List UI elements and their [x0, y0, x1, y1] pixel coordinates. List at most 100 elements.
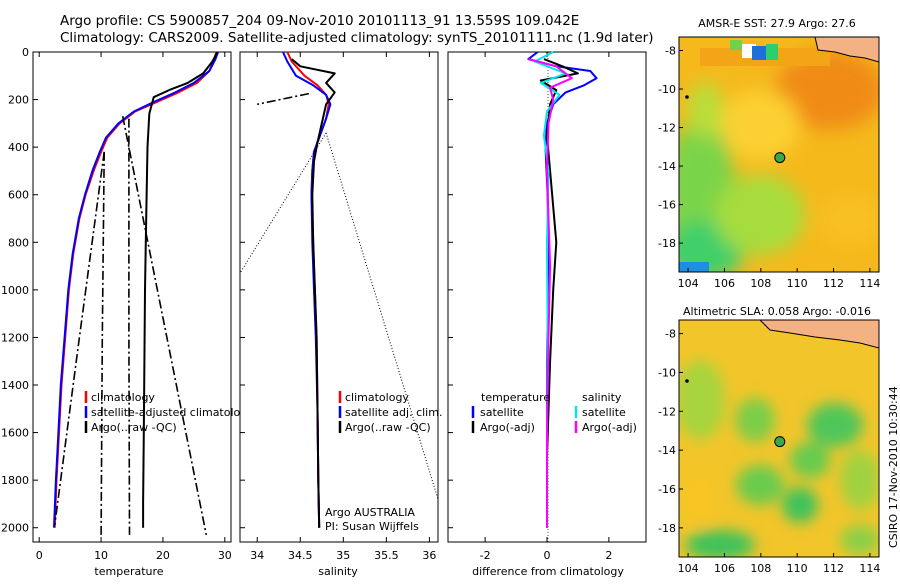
- salinity-legend: climatology satellite adj. clim. Argo(..…: [338, 391, 442, 434]
- difference-lines: [527, 51, 598, 528]
- sst-land-java: [814, 37, 879, 63]
- series-line-1: [53, 51, 219, 528]
- map-x-tick-label: 108: [750, 562, 771, 575]
- map-x-tick-label: 104: [678, 562, 699, 575]
- sst-blobs: [679, 50, 879, 272]
- difference-legend: temperature salinity satellite Argo(-adj…: [471, 391, 637, 434]
- map-y-tick-label: -18: [658, 522, 676, 535]
- temperature-lines: [53, 51, 219, 536]
- sst-island-marker: [685, 95, 689, 99]
- temperature-legend: climatology satellite-adjusted climatolo…: [84, 391, 254, 434]
- map-y-tick-label: -8: [665, 44, 676, 57]
- salinity-x-label: salinity: [318, 565, 358, 578]
- x-tick-label: 34.5: [288, 549, 313, 562]
- x-tick-label: 35: [336, 549, 350, 562]
- map-y-tick-label: -14: [658, 444, 676, 457]
- sst-map-ticks: 104 106 108 110 112 114 -8 -10 -12 -14 -16 -18: [658, 44, 880, 290]
- sla-map-title: Altimetric SLA: 0.058 Argo: -0.016: [683, 305, 871, 318]
- legend-sal-satellite-diff-label: satellite: [582, 406, 626, 419]
- float-program-label: Argo AUSTRALIA: [325, 506, 415, 519]
- map-y-tick-label: -12: [658, 122, 676, 135]
- map-y-tick-label: -18: [658, 237, 676, 250]
- map-x-tick-label: 108: [750, 277, 771, 290]
- difference-panel: -2 0 2 difference from climatology tempera…: [447, 51, 647, 578]
- x-tick-label: 0: [544, 549, 551, 562]
- legend-temp-argo-label: Argo(-adj): [480, 421, 535, 434]
- x-tick-label: 10: [94, 549, 108, 562]
- x-tick-label: -2: [480, 549, 491, 562]
- map-x-tick-label: 114: [859, 562, 880, 575]
- series-line-2: [142, 51, 219, 528]
- legend-climatology-label: climatology: [91, 391, 155, 404]
- series-line-5: [325, 132, 439, 500]
- series-line-0: [527, 51, 598, 528]
- x-tick-label: 2: [605, 549, 612, 562]
- sst-field: [679, 37, 879, 272]
- sla-island-marker: [685, 379, 689, 383]
- y-tick-label: 1200: [1, 331, 29, 344]
- series-line-3: [528, 58, 573, 528]
- series-line-3: [257, 92, 310, 106]
- y-tick-label: 400: [8, 141, 29, 154]
- sst-green-cell: [766, 44, 778, 60]
- y-tick-label: 600: [8, 189, 29, 202]
- sla-map-panel: Altimetric SLA: 0.058 Argo: -0.016: [658, 305, 880, 575]
- legend-sal-argo-diff-label: Argo(-adj): [582, 421, 637, 434]
- sst-map-panel: AMSR-E SST: 27.9 Argo: 27.6: [658, 17, 880, 290]
- legend-sal-argo-label: Argo(..raw -QC): [345, 421, 431, 434]
- sst-map-title: AMSR-E SST: 27.9 Argo: 27.6: [698, 17, 856, 30]
- x-tick-label: 30: [218, 549, 232, 562]
- map-x-tick-label: 112: [823, 562, 844, 575]
- difference-x-label: difference from climatology: [472, 565, 624, 578]
- salinity-ticks: 34 34.5 35 35.5 36: [240, 51, 436, 562]
- temperature-panel: 0 10 20 30 0 200 400 600 800 1000 1200 1400 1600 1800…: [1, 46, 254, 578]
- x-tick-label: 35.5: [374, 549, 399, 562]
- sst-map-frame: [678, 36, 880, 273]
- legend-temperature-header: temperature: [481, 391, 550, 404]
- series-line-6: [53, 151, 105, 526]
- sla-blobs: [679, 360, 879, 557]
- legend-satellite-label: satellite-adjusted climatology: [91, 406, 254, 419]
- difference-ticks: -2 0 2: [448, 51, 612, 562]
- temperature-axes-frame: [32, 51, 232, 543]
- map-y-tick-label: -14: [658, 160, 676, 173]
- series-line-1: [539, 58, 579, 528]
- map-x-tick-label: 110: [787, 562, 808, 575]
- map-y-tick-label: -16: [658, 483, 676, 496]
- series-line-5: [100, 151, 105, 535]
- figure-title-line-1: Argo profile: CS 5900857_204 09-Nov-2010…: [60, 13, 579, 29]
- legend-temp-satellite-label: satellite: [480, 406, 524, 419]
- sla-map-frame: [678, 319, 880, 558]
- float-pi-label: PI: Susan Wijffels: [325, 520, 419, 533]
- series-line-3: [128, 118, 131, 535]
- x-tick-label: 0: [36, 549, 43, 562]
- salinity-panel: 34 34.5 35 35.5 36 salinity climatology sate…: [239, 51, 442, 578]
- sst-argo-location-marker: [774, 152, 786, 164]
- y-tick-label: 800: [8, 236, 29, 249]
- sla-land-java: [759, 320, 879, 349]
- figure-title-line-2: Climatology: CARS2009. Satellite-adjuste…: [60, 30, 653, 46]
- legend-argo-label: Argo(..raw -QC): [91, 421, 177, 434]
- y-tick-label: 1800: [1, 474, 29, 487]
- y-tick-label: 2000: [1, 522, 29, 535]
- x-tick-label: 34: [250, 549, 264, 562]
- map-y-tick-label: -12: [658, 405, 676, 418]
- series-line-4: [239, 132, 327, 274]
- legend-clip: satellite-adjusted climatology: [91, 406, 254, 419]
- map-y-tick-label: -16: [658, 199, 676, 212]
- y-tick-label: 1000: [1, 284, 29, 297]
- sst-blue-cell: [752, 46, 766, 60]
- map-x-tick-label: 110: [787, 277, 808, 290]
- y-tick-label: 200: [8, 94, 29, 107]
- legend-sal-climatology-label: climatology: [345, 391, 409, 404]
- map-x-tick-label: 106: [714, 277, 735, 290]
- x-tick-label: 20: [156, 549, 170, 562]
- sst-cold-patch: [679, 262, 709, 272]
- series-line-2: [291, 58, 336, 528]
- temperature-x-label: temperature: [94, 565, 163, 578]
- legend-salinity-header: salinity: [582, 391, 622, 404]
- map-y-tick-label: -8: [665, 328, 676, 341]
- map-x-tick-label: 114: [859, 277, 880, 290]
